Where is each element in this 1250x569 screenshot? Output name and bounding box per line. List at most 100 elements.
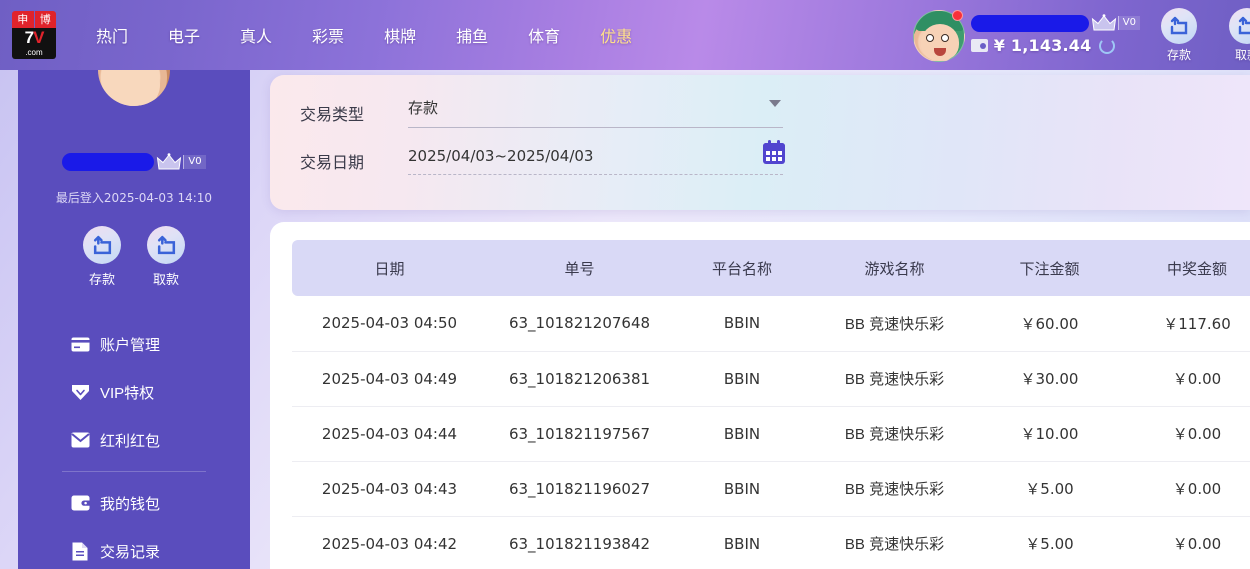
- refresh-icon[interactable]: [1099, 37, 1116, 54]
- cell-date: 2025-04-03 04:44: [292, 406, 487, 462]
- sidebar-item-my-wallet[interactable]: 我的钱包: [18, 479, 250, 527]
- sidebar-username-redacted: [62, 153, 155, 171]
- sidebar-crown-icon: [156, 153, 182, 171]
- logo-domain: .com: [12, 48, 56, 59]
- sidebar-withdraw-button[interactable]: 取款: [147, 226, 185, 288]
- transaction-type-value: 存款: [408, 100, 439, 117]
- avatar-eye-left: [925, 34, 934, 42]
- column-header-game: 游戏名称: [812, 240, 977, 296]
- cell-order: 63_101821193842: [487, 516, 672, 569]
- sidebar-username-row: V0: [18, 153, 250, 171]
- nav-item-promotions[interactable]: 优惠: [600, 29, 633, 46]
- wallet-icon: [970, 39, 988, 52]
- sidebar-label-vip-privileges: VIP特权: [100, 384, 155, 402]
- notification-dot: [951, 10, 963, 21]
- avatar-eye-right: [940, 34, 949, 42]
- balance-amount: ¥ 1,143.44: [993, 36, 1092, 55]
- primary-navigation: 热门 电子 真人 彩票 棋牌 捕鱼 体育 优惠: [76, 23, 652, 47]
- cell-date: 2025-04-03 04:42: [292, 516, 487, 569]
- cell-platform: BBIN: [672, 296, 812, 352]
- sidebar-deposit-button[interactable]: 存款: [83, 226, 121, 288]
- sidebar-label-my-wallet: 我的钱包: [100, 495, 161, 513]
- table-header-row: 日期 单号 平台名称 游戏名称 下注金额 中奖金额: [292, 240, 1250, 296]
- site-logo[interactable]: 申 博 7V .com: [12, 11, 56, 59]
- table-head: 日期 单号 平台名称 游戏名称 下注金额 中奖金额: [292, 240, 1250, 296]
- logo-char-bo: 博: [34, 11, 56, 28]
- cell-win: ￥0.00: [1122, 461, 1250, 517]
- nav-item-hot[interactable]: 热门: [96, 29, 129, 46]
- cell-game: BB 竞速快乐彩: [812, 461, 977, 517]
- last-login-text: 最后登入2025-04-03 14:10: [55, 191, 213, 205]
- transaction-date-input[interactable]: 2025/04/03~2025/04/03: [408, 140, 785, 175]
- cell-date: 2025-04-03 04:49: [292, 351, 487, 407]
- avatar-mouth: [933, 48, 946, 56]
- cell-bet: ￥5.00: [977, 516, 1122, 569]
- left-sidebar: V0 最后登入2025-04-03 14:10 存款 取款: [18, 48, 250, 569]
- cell-platform: BBIN: [672, 516, 812, 569]
- cell-bet: ￥30.00: [977, 351, 1122, 407]
- vip-crown-badge: V0: [1091, 14, 1140, 32]
- table-row: 2025-04-03 04:50 63_101821207648 BBIN BB…: [292, 296, 1250, 352]
- calendar-pin-left: [768, 140, 771, 145]
- deposit-icon: [1161, 7, 1197, 44]
- column-header-bet: 下注金额: [977, 240, 1122, 296]
- nav-item-lottery[interactable]: 彩票: [312, 29, 345, 46]
- sidebar-vip-level-label: V0: [183, 155, 206, 169]
- cell-order: 63_101821197567: [487, 406, 672, 462]
- document-icon: [70, 541, 90, 561]
- username-row: V0: [970, 13, 1140, 33]
- calendar-grid: [766, 151, 782, 161]
- cell-win: ￥0.00: [1122, 351, 1250, 407]
- nav-item-fishing[interactable]: 捕鱼: [456, 29, 489, 46]
- cell-platform: BBIN: [672, 351, 812, 407]
- sidebar-deposit-label: 存款: [88, 272, 115, 287]
- nav-item-sports[interactable]: 体育: [528, 29, 561, 46]
- column-header-win: 中奖金额: [1122, 240, 1250, 296]
- calendar-icon[interactable]: [763, 140, 785, 164]
- header-deposit-button[interactable]: 存款: [1150, 7, 1208, 63]
- nav-item-cards[interactable]: 棋牌: [384, 29, 417, 46]
- header-deposit-label: 存款: [1166, 47, 1191, 62]
- table-row: 2025-04-03 04:44 63_101821197567 BBIN BB…: [292, 406, 1250, 462]
- user-block[interactable]: V0 ¥ 1,143.44: [912, 7, 1140, 63]
- header-withdraw-button[interactable]: 取款: [1218, 7, 1250, 63]
- cell-win: ￥0.00: [1122, 516, 1250, 569]
- cell-platform: BBIN: [672, 461, 812, 517]
- table-row: 2025-04-03 04:42 63_101821193842 BBIN BB…: [292, 516, 1250, 569]
- cell-date: 2025-04-03 04:50: [292, 296, 487, 352]
- card-icon: [70, 334, 90, 354]
- avatar[interactable]: [912, 10, 965, 62]
- records-table-card: 日期 单号 平台名称 游戏名称 下注金额 中奖金额 2025-04-03 04:…: [270, 222, 1250, 569]
- withdraw-icon: [147, 226, 185, 264]
- cell-platform: BBIN: [672, 406, 812, 462]
- header-right-cluster: V0 ¥ 1,143.44 存款: [912, 0, 1250, 70]
- transaction-records-table: 日期 单号 平台名称 游戏名称 下注金额 中奖金额 2025-04-03 04:…: [292, 240, 1250, 569]
- table-row: 2025-04-03 04:49 63_101821206381 BBIN BB…: [292, 351, 1250, 407]
- sidebar-divider: [62, 471, 206, 472]
- sidebar-withdraw-label: 取款: [152, 272, 179, 287]
- cell-order: 63_101821207648: [487, 296, 672, 352]
- logo-digit-7: 7: [24, 28, 35, 47]
- transaction-date-value: 2025/04/03~2025/04/03: [408, 147, 594, 165]
- nav-item-live[interactable]: 真人: [240, 29, 273, 46]
- sidebar-item-vip-privileges[interactable]: VIP特权: [18, 368, 250, 416]
- sidebar-item-transaction-records[interactable]: 交易记录: [18, 527, 250, 569]
- sidebar-item-account-management[interactable]: 账户管理: [18, 320, 250, 368]
- filter-label-transaction-type: 交易类型: [300, 106, 365, 124]
- logo-char-shen: 申: [12, 11, 34, 28]
- vip-level-label: V0: [1117, 16, 1140, 30]
- calendar-top-bar: [763, 143, 785, 149]
- sidebar-label-account-management: 账户管理: [100, 336, 161, 354]
- cell-game: BB 竞速快乐彩: [812, 296, 977, 352]
- deposit-icon: [83, 226, 121, 264]
- logo-7v: 7V: [12, 28, 56, 48]
- transaction-type-select[interactable]: 存款: [408, 97, 783, 128]
- chevron-down-icon[interactable]: [769, 100, 781, 107]
- nav-item-slots[interactable]: 电子: [168, 29, 201, 46]
- sidebar-label-transaction-records: 交易记录: [100, 543, 161, 561]
- cell-order: 63_101821206381: [487, 351, 672, 407]
- sidebar-item-bonus-redpacket[interactable]: 红利红包: [18, 416, 250, 464]
- cell-order: 63_101821196027: [487, 461, 672, 517]
- sidebar-menu: 账户管理 VIP特权 红利红包: [18, 320, 250, 569]
- withdraw-icon: [1229, 7, 1250, 44]
